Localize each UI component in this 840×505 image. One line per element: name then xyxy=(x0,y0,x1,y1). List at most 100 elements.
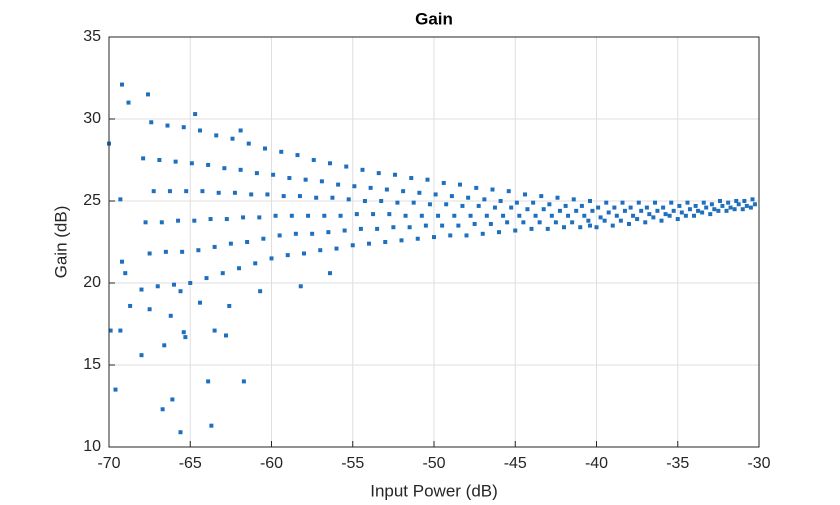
point xyxy=(433,192,438,197)
point xyxy=(198,128,202,133)
point xyxy=(214,133,219,138)
point xyxy=(302,251,306,256)
point xyxy=(570,220,575,225)
point xyxy=(417,190,422,195)
point xyxy=(590,208,595,213)
point xyxy=(246,141,251,146)
point xyxy=(303,177,308,182)
point xyxy=(393,172,397,177)
point xyxy=(297,194,302,199)
y-axis-label: Gain (dB) xyxy=(51,206,70,279)
point xyxy=(432,235,436,240)
point xyxy=(178,289,183,294)
point xyxy=(449,194,454,199)
point xyxy=(206,379,211,384)
point xyxy=(285,253,290,258)
point xyxy=(328,271,332,276)
point xyxy=(147,307,152,312)
point xyxy=(360,167,365,172)
point xyxy=(273,213,278,218)
point xyxy=(537,220,542,225)
point xyxy=(476,203,481,208)
point xyxy=(586,218,591,223)
point xyxy=(328,161,332,166)
point xyxy=(696,208,701,213)
point xyxy=(249,192,254,197)
point xyxy=(517,213,522,218)
point xyxy=(189,161,194,166)
point xyxy=(352,184,357,189)
point xyxy=(261,236,266,241)
x-tick-label: -70 xyxy=(97,455,120,472)
point xyxy=(176,218,181,223)
point xyxy=(653,200,657,205)
point xyxy=(212,244,217,249)
point xyxy=(636,200,641,205)
point xyxy=(598,215,603,220)
point xyxy=(669,200,674,205)
point xyxy=(677,203,682,208)
x-tick-label: -55 xyxy=(341,455,364,472)
point xyxy=(192,218,197,223)
point xyxy=(375,226,380,231)
point xyxy=(181,125,186,130)
point xyxy=(582,213,587,218)
point xyxy=(227,303,232,308)
point xyxy=(120,259,124,264)
point xyxy=(209,423,214,428)
point xyxy=(683,213,688,218)
point xyxy=(521,220,526,225)
point xyxy=(139,353,144,358)
point xyxy=(409,176,414,181)
point xyxy=(314,195,319,200)
point xyxy=(147,251,152,256)
point xyxy=(180,249,185,254)
point xyxy=(419,213,424,218)
point xyxy=(628,205,633,210)
point xyxy=(298,284,303,289)
x-tick-label: -60 xyxy=(260,455,283,472)
point xyxy=(336,182,341,187)
point xyxy=(395,200,400,205)
point xyxy=(391,225,396,230)
point xyxy=(310,231,315,236)
point xyxy=(627,221,631,226)
point xyxy=(411,200,416,205)
point xyxy=(330,195,335,200)
point xyxy=(289,213,294,218)
point xyxy=(277,233,282,238)
point xyxy=(224,333,228,338)
point xyxy=(716,208,721,213)
point xyxy=(509,205,514,210)
point xyxy=(387,212,392,217)
point xyxy=(718,199,722,203)
point xyxy=(472,221,477,226)
point xyxy=(238,128,243,133)
point xyxy=(318,248,323,253)
point xyxy=(281,194,286,199)
point xyxy=(468,213,473,218)
point xyxy=(245,240,250,244)
point xyxy=(448,233,453,238)
point xyxy=(160,407,165,412)
point xyxy=(208,217,213,222)
point xyxy=(752,202,757,207)
point xyxy=(643,220,648,225)
point xyxy=(563,203,568,208)
point xyxy=(403,213,408,218)
point xyxy=(358,226,363,231)
point xyxy=(253,261,258,266)
point xyxy=(334,246,339,251)
point xyxy=(614,213,619,218)
point xyxy=(712,207,717,212)
point xyxy=(549,213,554,218)
y-tick-label: 35 xyxy=(83,28,101,45)
point xyxy=(492,205,497,210)
point xyxy=(168,313,173,318)
point xyxy=(588,223,592,228)
point xyxy=(667,213,672,218)
scatter-points xyxy=(107,82,757,435)
point xyxy=(436,213,441,218)
point xyxy=(188,281,193,285)
point xyxy=(545,226,550,231)
